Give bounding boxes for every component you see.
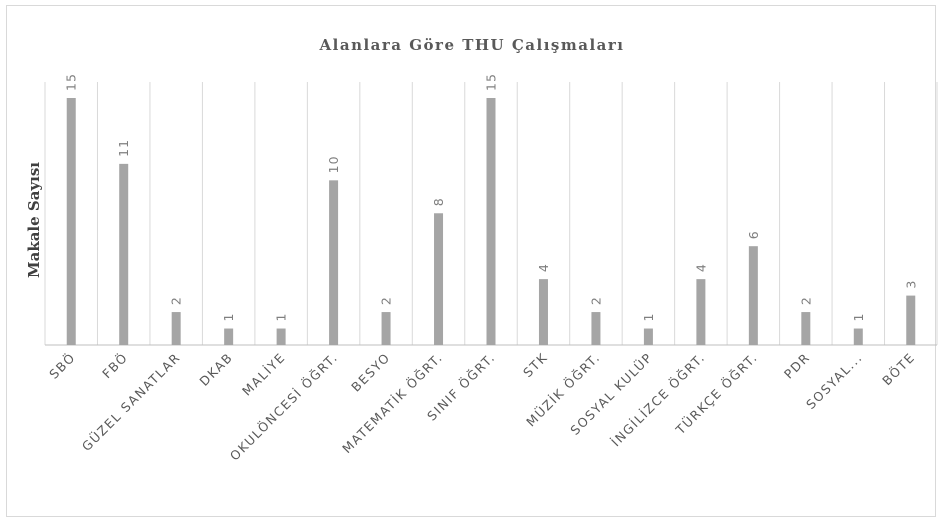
x-tick-label: SBÖ: [45, 349, 78, 382]
bar-17: [906, 295, 916, 345]
x-tick-label: MALİYE: [239, 350, 288, 399]
bar-1: [66, 98, 76, 345]
bar-10: [538, 279, 548, 345]
data-label: 2: [588, 296, 603, 305]
bar-15: [801, 312, 811, 345]
bar-12: [643, 328, 653, 345]
data-label: 8: [431, 197, 446, 206]
data-label: 2: [169, 296, 184, 305]
bar-5: [276, 328, 286, 345]
x-tick-label: MATEMATİK ÖĞRT.: [338, 349, 445, 456]
data-label: 3: [903, 280, 918, 289]
bar-16: [853, 328, 863, 345]
x-tick-label: İNGİLİZCE ÖĞRT.: [607, 349, 708, 450]
bar-9: [486, 98, 496, 345]
bar-2: [119, 163, 129, 345]
bar-11: [591, 312, 601, 345]
bar-6: [329, 180, 339, 345]
bar-7: [381, 312, 391, 345]
data-label: 15: [64, 73, 79, 91]
data-label: 15: [484, 73, 499, 91]
data-label: 1: [274, 313, 289, 322]
bar-8: [434, 213, 444, 345]
x-tick-label: BESYO: [348, 350, 393, 395]
data-label: 1: [851, 313, 866, 322]
data-label: 6: [746, 230, 761, 239]
x-tick-label: GÜZEL SANATLAR: [78, 349, 183, 454]
x-tick-label: SOSYAL...: [803, 350, 865, 412]
x-tick-label: PDR: [781, 350, 813, 382]
data-label: 2: [798, 296, 813, 305]
bar-4: [224, 328, 234, 345]
data-label: 1: [221, 313, 236, 322]
data-label: 11: [116, 139, 131, 157]
x-tick-label: DKAB: [196, 350, 235, 389]
x-tick-label: BÖTE: [878, 349, 917, 388]
data-label: 4: [693, 263, 708, 272]
x-tick-label: FBÖ: [98, 349, 130, 381]
data-label: 10: [326, 155, 341, 173]
data-label: 4: [536, 263, 551, 272]
bar-13: [696, 279, 706, 345]
chart-frame: [6, 5, 936, 517]
bar-14: [748, 246, 758, 345]
x-tick-label: STK: [520, 350, 551, 381]
chart-title: Alanlara Göre THU Çalışmaları: [319, 36, 625, 54]
data-label: 2: [379, 296, 394, 305]
bar-3: [171, 312, 181, 345]
data-label: 1: [641, 313, 656, 322]
x-tick-label: OKULÖNCESİ ÖĞRT.: [226, 349, 341, 464]
